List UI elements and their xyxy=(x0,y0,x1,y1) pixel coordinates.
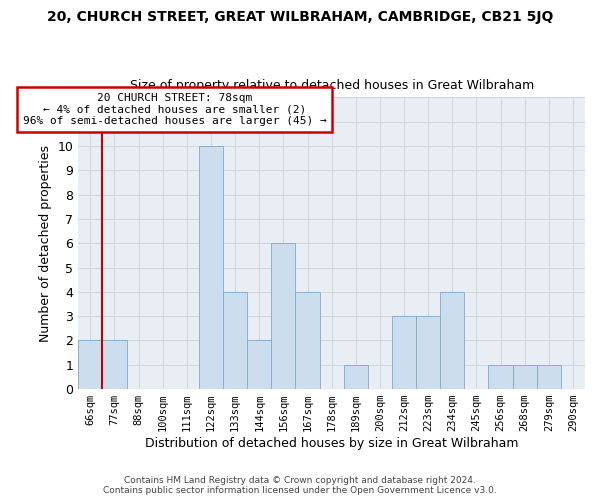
Bar xyxy=(79,340,103,389)
Bar xyxy=(488,365,512,389)
Bar xyxy=(271,243,295,389)
Bar xyxy=(103,340,127,389)
Text: Contains HM Land Registry data © Crown copyright and database right 2024.
Contai: Contains HM Land Registry data © Crown c… xyxy=(103,476,497,495)
Bar xyxy=(392,316,416,389)
Text: 20, CHURCH STREET, GREAT WILBRAHAM, CAMBRIDGE, CB21 5JQ: 20, CHURCH STREET, GREAT WILBRAHAM, CAMB… xyxy=(47,10,553,24)
Bar xyxy=(537,365,561,389)
Bar xyxy=(416,316,440,389)
Bar xyxy=(512,365,537,389)
Y-axis label: Number of detached properties: Number of detached properties xyxy=(39,144,52,342)
Title: Size of property relative to detached houses in Great Wilbraham: Size of property relative to detached ho… xyxy=(130,79,534,92)
Bar xyxy=(247,340,271,389)
Bar xyxy=(295,292,320,389)
X-axis label: Distribution of detached houses by size in Great Wilbraham: Distribution of detached houses by size … xyxy=(145,437,518,450)
Bar xyxy=(223,292,247,389)
Text: 20 CHURCH STREET: 78sqm
← 4% of detached houses are smaller (2)
96% of semi-deta: 20 CHURCH STREET: 78sqm ← 4% of detached… xyxy=(23,93,326,126)
Bar xyxy=(199,146,223,389)
Bar xyxy=(344,365,368,389)
Bar xyxy=(440,292,464,389)
